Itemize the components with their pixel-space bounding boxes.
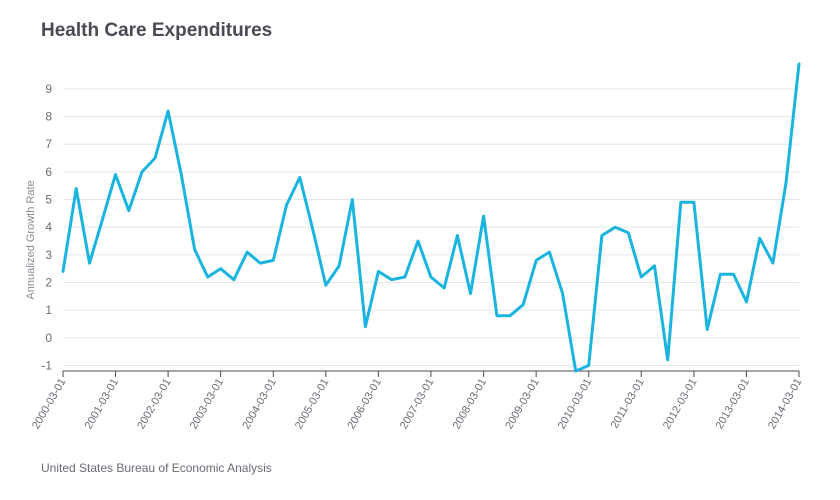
y-tick-label: 4 [45, 220, 52, 234]
y-tick-label: 6 [45, 165, 52, 179]
x-axis-ticks: 2000-03-01 2001-03-01 2002-03-01 2003-03-01… [30, 371, 805, 431]
x-tick-label: 2000-03-01 [30, 377, 69, 432]
x-tick-label: 2009-03-01 [503, 377, 542, 432]
x-tick-label: 2005-03-01 [293, 377, 332, 432]
series-layer [61, 62, 801, 373]
x-tick-label: 2001-03-01 [83, 377, 122, 432]
grid-lines [63, 88, 799, 366]
y-axis-ticks: -1 0 1 2 3 4 5 6 7 8 9 [41, 82, 52, 373]
y-tick-label: 2 [45, 275, 52, 289]
chart-title: Health Care Expenditures [41, 20, 273, 41]
y-tick-label: 5 [45, 193, 52, 207]
x-tick-label: 2008-03-01 [451, 377, 490, 432]
x-tick-label: 2010-03-01 [556, 377, 595, 432]
y-axis-label: Annualized Growth Rate [25, 180, 37, 299]
x-tick-label: 2006-03-01 [345, 377, 384, 432]
source-note: United States Bureau of Economic Analysi… [41, 461, 272, 475]
x-tick-label: 2011-03-01 [609, 377, 647, 431]
y-tick-label: 9 [45, 82, 52, 96]
x-tick-label: 2007-03-01 [398, 377, 437, 432]
y-tick-label: 8 [45, 110, 52, 124]
x-tick-label: 2012-03-01 [661, 377, 700, 432]
y-tick-label: 0 [45, 331, 52, 345]
y-tick-label: 3 [45, 248, 52, 262]
x-tick-label: 2014-03-01 [766, 377, 805, 432]
x-tick-label: 2003-03-01 [188, 377, 227, 432]
x-tick-label: 2004-03-01 [240, 377, 279, 432]
y-tick-label: -1 [41, 358, 52, 372]
x-tick-label: 2002-03-01 [135, 377, 174, 432]
y-tick-label: 7 [45, 137, 52, 151]
series-line [61, 62, 801, 373]
x-tick-label: 2013-03-01 [714, 377, 753, 432]
y-tick-label: 1 [45, 303, 52, 317]
